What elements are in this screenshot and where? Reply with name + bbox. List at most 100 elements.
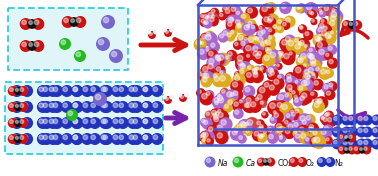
- Circle shape: [248, 8, 253, 13]
- Circle shape: [293, 108, 304, 117]
- Circle shape: [342, 20, 352, 30]
- Circle shape: [314, 66, 323, 75]
- Circle shape: [169, 28, 174, 32]
- Circle shape: [284, 16, 296, 28]
- Circle shape: [260, 101, 263, 104]
- Circle shape: [285, 75, 297, 87]
- Circle shape: [319, 128, 332, 140]
- Circle shape: [323, 26, 327, 30]
- Circle shape: [53, 87, 58, 92]
- Circle shape: [164, 29, 172, 37]
- Circle shape: [253, 51, 258, 56]
- Circle shape: [27, 19, 37, 29]
- Circle shape: [13, 87, 17, 92]
- Circle shape: [111, 117, 123, 129]
- Circle shape: [255, 92, 268, 105]
- Circle shape: [8, 118, 18, 128]
- Circle shape: [71, 85, 83, 97]
- Circle shape: [103, 119, 107, 124]
- Circle shape: [302, 71, 316, 85]
- Circle shape: [318, 42, 322, 47]
- Circle shape: [305, 74, 310, 79]
- Circle shape: [242, 101, 254, 112]
- Circle shape: [240, 13, 250, 23]
- Circle shape: [234, 71, 241, 78]
- Circle shape: [53, 119, 58, 124]
- Circle shape: [309, 127, 313, 131]
- Circle shape: [214, 65, 226, 76]
- Circle shape: [18, 86, 28, 96]
- Circle shape: [241, 122, 246, 128]
- Circle shape: [143, 87, 148, 92]
- Circle shape: [256, 126, 265, 135]
- Circle shape: [301, 133, 305, 138]
- Circle shape: [225, 105, 228, 108]
- Circle shape: [255, 37, 258, 40]
- Circle shape: [318, 10, 326, 18]
- Circle shape: [276, 92, 290, 106]
- Circle shape: [246, 45, 251, 51]
- Circle shape: [217, 133, 223, 138]
- Circle shape: [43, 135, 48, 140]
- Circle shape: [234, 128, 238, 132]
- Circle shape: [299, 86, 303, 90]
- Circle shape: [203, 20, 210, 27]
- Circle shape: [266, 5, 270, 7]
- Circle shape: [215, 95, 230, 109]
- Circle shape: [202, 73, 206, 78]
- Circle shape: [213, 53, 226, 67]
- Circle shape: [212, 110, 216, 115]
- Circle shape: [170, 28, 172, 30]
- Circle shape: [243, 85, 255, 98]
- Circle shape: [324, 52, 333, 61]
- Circle shape: [255, 119, 265, 129]
- Circle shape: [277, 102, 282, 107]
- Circle shape: [199, 49, 204, 54]
- Circle shape: [326, 91, 330, 95]
- Circle shape: [185, 93, 187, 95]
- Circle shape: [290, 89, 299, 98]
- Circle shape: [204, 90, 214, 100]
- Circle shape: [223, 7, 226, 10]
- Circle shape: [290, 159, 294, 162]
- Circle shape: [317, 98, 322, 104]
- Circle shape: [296, 3, 307, 14]
- Circle shape: [285, 94, 288, 97]
- Circle shape: [215, 55, 220, 61]
- Circle shape: [111, 85, 123, 97]
- Circle shape: [213, 74, 217, 78]
- Circle shape: [239, 100, 242, 103]
- Circle shape: [62, 16, 74, 28]
- Circle shape: [217, 95, 223, 101]
- Circle shape: [206, 56, 220, 70]
- Circle shape: [316, 36, 326, 46]
- Circle shape: [259, 4, 274, 18]
- Circle shape: [216, 110, 229, 123]
- Circle shape: [237, 55, 243, 61]
- Circle shape: [117, 101, 129, 113]
- Circle shape: [71, 101, 83, 113]
- Circle shape: [262, 134, 264, 137]
- Circle shape: [316, 38, 320, 42]
- Circle shape: [293, 129, 301, 137]
- Circle shape: [41, 85, 53, 97]
- Circle shape: [272, 77, 285, 90]
- Circle shape: [204, 111, 213, 119]
- Circle shape: [165, 30, 169, 33]
- Circle shape: [61, 101, 73, 113]
- Circle shape: [315, 40, 328, 54]
- Circle shape: [298, 5, 302, 9]
- Circle shape: [71, 133, 83, 145]
- Circle shape: [341, 127, 352, 137]
- Circle shape: [11, 117, 23, 129]
- Circle shape: [208, 12, 213, 18]
- Circle shape: [288, 51, 296, 59]
- Circle shape: [318, 67, 332, 80]
- Circle shape: [260, 43, 264, 46]
- Circle shape: [248, 37, 254, 42]
- Circle shape: [268, 68, 273, 73]
- Circle shape: [294, 95, 297, 98]
- Circle shape: [163, 28, 165, 30]
- Circle shape: [270, 71, 274, 75]
- Circle shape: [153, 87, 158, 92]
